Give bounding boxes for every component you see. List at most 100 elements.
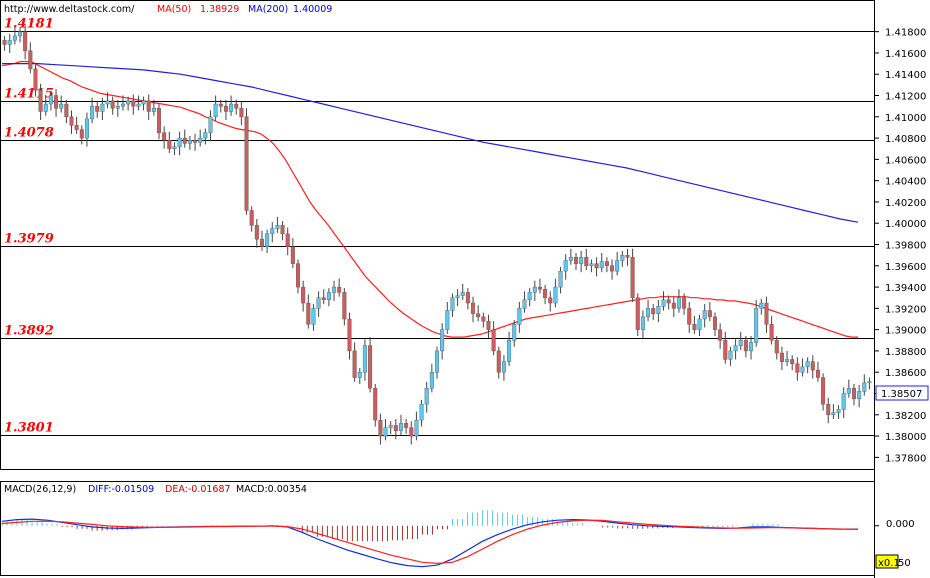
level-label: 1.4181 [4, 17, 54, 32]
candle-body [774, 340, 779, 354]
level-label: 1.4115 [4, 87, 54, 102]
candle-body [259, 238, 264, 247]
candle-body [254, 225, 259, 240]
candle-body [537, 286, 542, 290]
candle-body [404, 423, 409, 428]
candle-body [64, 103, 69, 118]
ma200-value: 1.40009 [293, 4, 332, 15]
candle-body [280, 225, 285, 235]
candle-body [59, 103, 64, 109]
candle-body [476, 313, 481, 318]
candle-body [398, 423, 403, 431]
candle-body [841, 393, 846, 410]
y-tick-label: 1.41400 [885, 70, 926, 81]
candle-body [131, 100, 136, 107]
candle-body [223, 105, 228, 112]
y-tick-label: 1.38600 [885, 368, 926, 379]
y-tick-label: 1.41000 [885, 113, 926, 124]
candle-body [548, 297, 553, 304]
candle-body [213, 103, 218, 118]
level-label: 1.3979 [4, 232, 54, 247]
candle-body [805, 361, 810, 368]
candle-body [512, 324, 517, 341]
level-label: 1.3892 [4, 324, 54, 339]
candle-body [141, 100, 146, 105]
candle-body [604, 261, 609, 266]
candle-body [733, 345, 738, 352]
y-tick-label: 1.40800 [885, 134, 926, 145]
y-tick-label: 1.37800 [885, 453, 926, 464]
candle-body [676, 297, 681, 309]
candle-body [666, 299, 671, 304]
candle-body [177, 137, 182, 147]
candlestick-series [2, 25, 872, 445]
candle-body [579, 257, 584, 264]
y-tick-label: 1.41200 [885, 92, 926, 103]
candle-body [368, 345, 373, 389]
candle-body [563, 260, 568, 272]
candle-body [352, 350, 357, 378]
candle-body [790, 359, 795, 364]
candle-body [136, 103, 141, 107]
candle-body [625, 254, 630, 258]
candle-body [764, 302, 769, 325]
candle-body [543, 289, 548, 298]
candle-body [712, 316, 717, 330]
candle-body [749, 342, 754, 352]
candle-body [296, 263, 301, 288]
candle-body [100, 103, 105, 112]
current-price-label: 1.38507 [881, 389, 922, 400]
candle-body [759, 302, 764, 309]
candle-body [584, 257, 589, 266]
candle-body [589, 263, 594, 266]
macd-dea: DEA:-0.01687 [165, 484, 231, 495]
candle-body [630, 257, 635, 298]
candle-body [342, 292, 347, 320]
price-axis: 1.41800 1.41600 1.41400 1.41200 1.41000 1.408… [874, 28, 926, 464]
candle-body [162, 132, 167, 141]
candle-body [18, 31, 23, 37]
candle-body [146, 100, 151, 112]
candle-body [362, 345, 367, 373]
candle-body [682, 297, 687, 309]
candle-body [187, 140, 192, 144]
candle-body [594, 263, 599, 269]
y-tick-label: 1.40600 [885, 155, 926, 166]
candle-body [656, 306, 661, 314]
candle-body [69, 116, 74, 126]
candle-body [285, 233, 290, 247]
candle-body [635, 297, 640, 330]
candle-body [728, 350, 733, 360]
candle-body [38, 90, 43, 112]
y-tick-label: 1.39400 [885, 283, 926, 294]
candle-body [95, 105, 100, 112]
candle-body [198, 137, 203, 143]
macd-zero-label: 0.000 [886, 519, 915, 530]
candle-body [373, 387, 378, 421]
candle-body [754, 308, 759, 343]
macd-value: MACD:0.00354 [236, 484, 307, 495]
y-tick-label: 1.38000 [885, 432, 926, 443]
candle-body [671, 302, 676, 309]
candle-body [316, 297, 321, 309]
candle-body [90, 105, 95, 120]
candle-body [393, 425, 398, 431]
y-tick-label: 1.41800 [885, 28, 926, 39]
candle-body [687, 308, 692, 325]
macd-label: MACD(26,12,9) [4, 484, 76, 495]
macd-panel [1, 510, 879, 568]
ma200-line [2, 62, 859, 223]
candle-body [826, 403, 831, 415]
current-price-badge [875, 385, 929, 401]
candle-body [172, 146, 177, 149]
candle-body [501, 361, 506, 373]
source-url[interactable]: http://www.deltastock.com/ [4, 4, 135, 15]
candle-body [491, 329, 496, 352]
candle-body [496, 350, 501, 373]
candle-body [743, 340, 748, 352]
candle-body [151, 108, 156, 112]
candle-body [28, 50, 33, 70]
candle-body [573, 257, 578, 264]
candle-body [23, 31, 28, 52]
